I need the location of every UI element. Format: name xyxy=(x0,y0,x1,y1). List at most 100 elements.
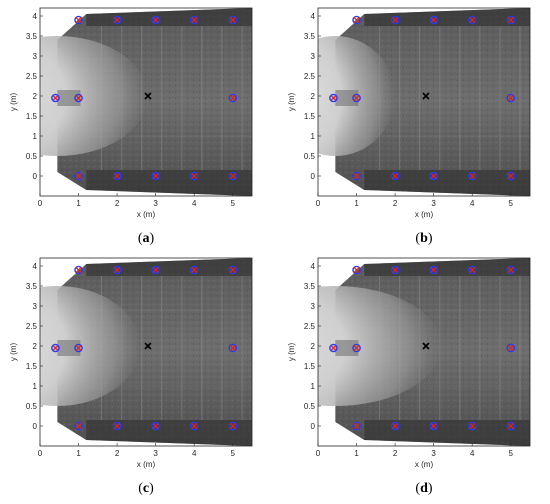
sensor-circle xyxy=(352,421,361,431)
sensor-circle xyxy=(74,343,83,353)
sensor-circle xyxy=(74,421,83,431)
sensor-circle xyxy=(189,265,199,275)
y-axis-label: y (m) xyxy=(287,93,296,112)
y-tick-label: 0.5 xyxy=(304,402,316,411)
sensor-x xyxy=(191,16,198,24)
sensor-marker xyxy=(74,171,83,181)
sensor-x xyxy=(229,266,236,274)
plot-frame xyxy=(39,257,253,447)
sensor-marker xyxy=(352,421,361,431)
sensor-x xyxy=(507,344,514,352)
sensor-circle xyxy=(467,171,477,181)
sensor-x xyxy=(353,94,360,102)
sensor-marker xyxy=(74,343,83,353)
sensor-x xyxy=(353,266,360,274)
sensor-x xyxy=(392,16,399,24)
x-tick-label: 3 xyxy=(431,449,436,458)
sensor-circle xyxy=(352,93,361,103)
sensor-circle xyxy=(228,421,238,431)
x-tick-label: 1 xyxy=(76,199,81,208)
sensor-circle xyxy=(151,421,160,431)
sensor-circle xyxy=(352,265,361,275)
x-axis-label: x (m) xyxy=(415,210,434,219)
sensor-circle xyxy=(390,15,400,25)
plot-frame xyxy=(317,7,531,197)
background-photo xyxy=(40,8,252,196)
y-tick-label: 2.5 xyxy=(304,72,316,81)
caption-letter: a xyxy=(143,231,150,246)
y-tick-label: 1.5 xyxy=(304,112,316,121)
y-tick-label: 4 xyxy=(33,262,38,271)
y-tick-label: 3 xyxy=(311,302,316,311)
sensor-marker xyxy=(390,15,400,25)
background-photo xyxy=(318,8,530,196)
sensor-x xyxy=(430,422,437,430)
sensor-marker xyxy=(352,265,361,275)
sensor-marker xyxy=(151,171,160,181)
caption-letter: d xyxy=(420,481,428,496)
x-tick-label: 1 xyxy=(354,449,359,458)
sensor-circle xyxy=(189,421,199,431)
caption-close: ) xyxy=(428,231,433,246)
sensor-marker xyxy=(352,343,361,353)
caption-open: ( xyxy=(138,231,143,246)
sensor-circle xyxy=(151,15,160,25)
x-tick-label: 3 xyxy=(431,199,436,208)
sensor-marker xyxy=(390,421,400,431)
caption-open: ( xyxy=(138,481,143,496)
sensor-circle xyxy=(51,93,60,103)
panel-b: 0 1 2 3 4 5 0 0.5 1 1.5 2 2.5 3 3.5 4 x (m) y (m) (b) xyxy=(287,7,531,246)
panel-caption: (d) xyxy=(415,481,432,496)
sensor-circle xyxy=(74,15,83,25)
sensor-circle xyxy=(74,171,83,181)
y-tick-label: 1.5 xyxy=(26,112,38,121)
y-tick-label: 3 xyxy=(33,52,38,61)
sensor-x xyxy=(353,422,360,430)
sensor-x xyxy=(430,266,437,274)
background-photo xyxy=(318,258,530,446)
sensor-marker xyxy=(506,265,516,275)
sensor-circle xyxy=(112,171,122,181)
y-tick-label: 2 xyxy=(311,342,316,351)
x-axis-label: x (m) xyxy=(137,460,156,469)
sensor-x xyxy=(392,172,399,180)
sensor-circle xyxy=(506,265,516,275)
sensor-marker xyxy=(74,15,83,25)
x-tick-label: 2 xyxy=(393,199,398,208)
sensor-x xyxy=(507,94,514,102)
sensor-x xyxy=(75,344,82,352)
x-tick-label: 4 xyxy=(192,199,197,208)
sensor-circle xyxy=(228,343,238,353)
sensor-marker xyxy=(112,265,122,275)
sensor-circle xyxy=(429,421,438,431)
sensor-x xyxy=(75,94,82,102)
sensor-x xyxy=(52,344,59,352)
caption-close: ) xyxy=(149,481,154,496)
sensor-circle xyxy=(329,343,338,353)
sensor-circle xyxy=(429,171,438,181)
sensor-marker xyxy=(51,93,60,103)
sensor-x xyxy=(353,172,360,180)
y-tick-label: 0 xyxy=(33,172,38,181)
sensor-circle xyxy=(74,265,83,275)
sensor-x xyxy=(330,344,337,352)
sensor-marker xyxy=(467,15,477,25)
sensor-x xyxy=(229,172,236,180)
sensor-marker xyxy=(151,15,160,25)
caption-close: ) xyxy=(150,231,155,246)
y-tick-label: 0.5 xyxy=(304,152,316,161)
sensor-x xyxy=(469,172,476,180)
sensor-x xyxy=(114,266,121,274)
sensor-circle xyxy=(51,343,60,353)
y-tick-label: 3.5 xyxy=(304,282,316,291)
sensor-circle xyxy=(228,171,238,181)
sensor-circle xyxy=(352,171,361,181)
sensor-x xyxy=(152,172,159,180)
sensor-circle xyxy=(228,93,238,103)
y-tick-label: 0 xyxy=(311,172,316,181)
sensor-marker xyxy=(74,265,83,275)
caption-letter: c xyxy=(143,481,149,496)
y-tick-label: 3 xyxy=(33,302,38,311)
plot-frame xyxy=(317,257,531,447)
